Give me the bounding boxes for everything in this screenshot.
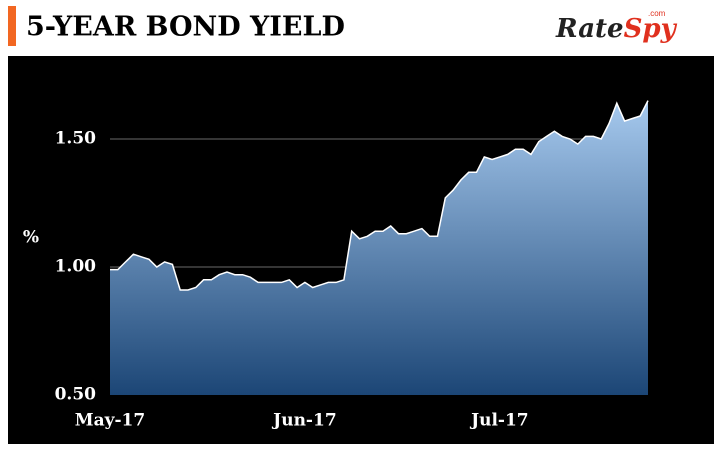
line	[110, 100, 649, 291]
logo: RateSpy	[555, 14, 678, 44]
x-tick-label: May-17	[75, 411, 145, 431]
x-tick-label: Jul-17	[469, 411, 529, 431]
y-tick-label: 0.50	[55, 385, 97, 405]
accent-bar	[8, 6, 16, 46]
x-tick-label: Jun-17	[271, 411, 336, 431]
logo-part: Rate	[555, 14, 624, 44]
y-axis-label: %	[23, 228, 39, 248]
y-tick-label: 1.00	[55, 257, 97, 277]
y-tick-label: 1.50	[55, 129, 97, 149]
logo-suffix: .com	[648, 9, 666, 18]
logo-part: Spy	[624, 14, 678, 44]
area	[110, 100, 648, 395]
chart-title: 5-YEAR BOND YIELD	[26, 12, 345, 43]
